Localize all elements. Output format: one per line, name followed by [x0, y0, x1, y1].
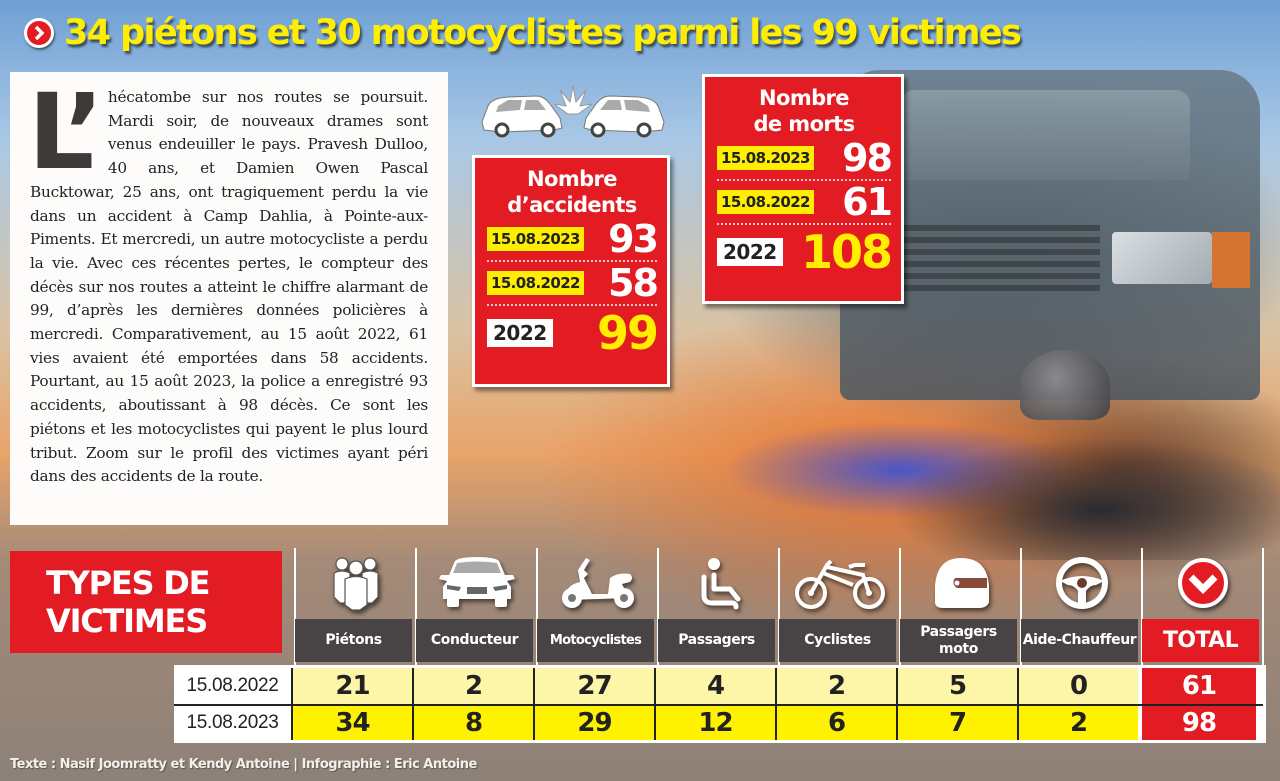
stat-value: 98	[842, 136, 893, 180]
icon-cell-pietons	[295, 548, 416, 618]
divider	[1020, 548, 1022, 666]
column-header-cyclistes: Cyclistes	[779, 619, 896, 662]
cell-motocyclistes: 29	[533, 706, 654, 740]
victim-types-title: TYPES DE VICTIMES	[10, 551, 282, 653]
icon-cell-conducteur	[416, 548, 537, 618]
accidents-row-year-2022: 2022 99	[487, 306, 659, 360]
bicycle-icon	[794, 559, 885, 609]
divider	[294, 548, 296, 666]
column-header-total: TOTAL	[1142, 619, 1259, 662]
stat-value: 61	[842, 180, 893, 224]
divider	[536, 548, 538, 666]
chevron-down-circle-icon	[1177, 558, 1228, 608]
accidents-row-2023: 15.08.2023 93	[487, 217, 659, 262]
column-header-aide-chauffeur: Aide-Chauffeur	[1021, 619, 1138, 662]
divider	[778, 548, 780, 666]
background-windshield	[900, 90, 1190, 180]
cell-passagers-moto: 7	[896, 706, 1017, 740]
column-header-conducteur: Conducteur	[416, 619, 533, 662]
divider	[1141, 548, 1143, 666]
icon-cell-motocyclistes	[537, 548, 658, 618]
seated-passenger-icon	[701, 558, 740, 610]
cell-pietons: 21	[291, 668, 412, 704]
deaths-stat-box: Nombre de morts 15.08.2023 98 15.08.2022…	[702, 74, 904, 304]
victim-types-header: Piétons Conducteur Motocyclistes Passage…	[295, 619, 1263, 662]
article-text: hécatombe sur nos routes se poursuit. Ma…	[30, 88, 428, 486]
accidents-row-2022: 15.08.2022 58	[487, 261, 659, 306]
stat-value-total: 99	[596, 306, 659, 360]
cell-aide-chauffeur: 0	[1017, 668, 1138, 704]
article-panel: L’ hécatombe sur nos routes se poursuit.…	[10, 72, 448, 525]
cell-passagers: 4	[654, 668, 775, 704]
icon-cell-passagers	[658, 548, 779, 618]
column-header-passagers: Passagers	[658, 619, 775, 662]
stat-date-label: 15.08.2022	[717, 190, 814, 214]
icon-cell-passagers-moto	[900, 548, 1021, 618]
background-helmet	[1020, 350, 1110, 420]
icon-cell-cyclistes	[779, 548, 900, 618]
deaths-row-2023: 15.08.2023 98	[717, 136, 893, 181]
column-header-motocyclistes: Motocyclistes	[537, 619, 654, 662]
chevron-right-circle-icon	[24, 18, 54, 48]
stat-value: 93	[608, 217, 659, 261]
stat-date-label: 15.08.2023	[717, 146, 814, 170]
cell-passagers-moto: 5	[896, 668, 1017, 704]
table-row: 15.08.2023 34 8 29 12 6 7 2 98	[174, 704, 1263, 740]
headline-title: 34 piétons et 30 motocyclistes parmi les…	[64, 13, 1022, 53]
cell-pietons: 34	[291, 706, 412, 740]
steering-wheel-icon	[1055, 557, 1108, 609]
stat-year-label: 2022	[487, 319, 553, 347]
background-motorcycle	[640, 400, 1280, 560]
car-icon	[438, 557, 515, 607]
divider	[1262, 548, 1264, 666]
column-header-passagers-moto: Passagers moto	[900, 619, 1017, 662]
cell-aide-chauffeur: 2	[1017, 706, 1138, 740]
stat-year-label: 2022	[717, 238, 783, 266]
table-row: 15.08.2022 21 2 27 4 2 5 0 61	[174, 668, 1263, 704]
stat-date-label: 15.08.2022	[487, 271, 584, 295]
cell-conducteur: 2	[412, 668, 533, 704]
row-date: 15.08.2022	[174, 668, 291, 704]
victim-types-table: 15.08.2022 21 2 27 4 2 5 0 61 15.08.2023…	[174, 665, 1266, 743]
background-turn-signal	[1212, 232, 1250, 288]
cell-cyclistes: 6	[775, 706, 896, 740]
stat-value: 58	[608, 261, 659, 305]
article-body: L’ hécatombe sur nos routes se poursuit.…	[28, 71, 428, 489]
car-crash-icon	[481, 85, 665, 138]
deaths-row-year-2022: 2022 108	[717, 225, 893, 279]
icon-cell-total	[1142, 548, 1263, 618]
divider	[899, 548, 901, 666]
icon-cell-aide-chauffeur	[1021, 548, 1142, 618]
row-date: 15.08.2023	[174, 706, 291, 740]
deaths-row-2022: 15.08.2022 61	[717, 180, 893, 225]
scooter-icon	[561, 558, 634, 608]
cell-cyclistes: 2	[775, 668, 896, 704]
background-headlight	[1112, 232, 1212, 284]
cell-total: 98	[1138, 706, 1256, 740]
cell-total: 61	[1138, 668, 1256, 704]
stat-value-total: 108	[800, 225, 893, 279]
victim-type-icons	[295, 548, 1263, 618]
cell-motocyclistes: 27	[533, 668, 654, 704]
stat-date-label: 15.08.2023	[487, 227, 584, 251]
pedestrians-icon	[332, 557, 379, 611]
column-header-pietons: Piétons	[295, 619, 412, 662]
accidents-stat-box: Nombre d’accidents 15.08.2023 93 15.08.2…	[472, 155, 670, 387]
helmet-icon	[934, 558, 989, 608]
headline: 34 piétons et 30 motocyclistes parmi les…	[24, 8, 1022, 58]
divider	[657, 548, 659, 666]
divider	[415, 548, 417, 666]
accidents-title: Nombre d’accidents	[507, 167, 637, 217]
deaths-title: Nombre de morts	[753, 86, 856, 136]
cell-passagers: 12	[654, 706, 775, 740]
cell-conducteur: 8	[412, 706, 533, 740]
credits: Texte : Nasif Joomratty et Kendy Antoine…	[10, 757, 477, 772]
dropcap: L’	[28, 71, 104, 193]
background-grille	[890, 225, 1100, 295]
